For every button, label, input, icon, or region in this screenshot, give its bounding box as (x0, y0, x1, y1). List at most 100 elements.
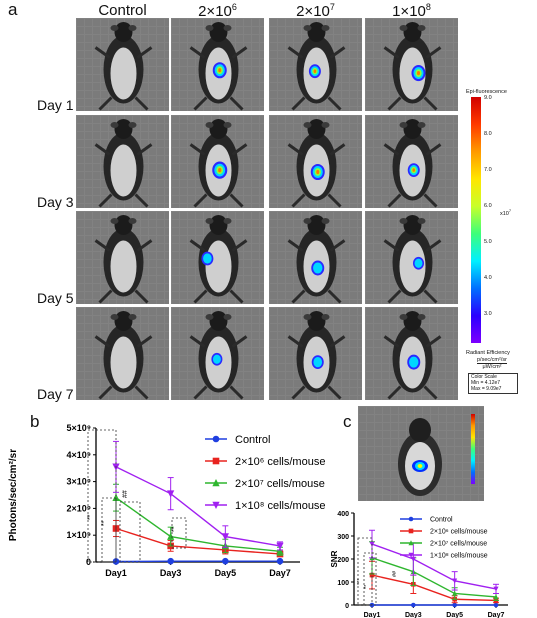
mouse-ear-right (128, 25, 137, 31)
mouse-ear-right (417, 314, 426, 320)
significance-mark-c2: ## (392, 570, 398, 577)
x-tick-label: Day1 (105, 568, 127, 578)
mouse-paw (98, 96, 113, 111)
fluorescence-spot (313, 69, 317, 73)
chart-b: 0 1×10⁹ 2×10⁹ 3×10⁹ 4×10⁹ 5×10⁹ Day1 Day3 Day5 Da… (8, 423, 326, 578)
mouse-paw (287, 143, 304, 156)
mouse-paw (425, 335, 442, 348)
significance-bracket-3 (171, 517, 187, 549)
data-point (112, 493, 120, 501)
mouse-image-r2-c2 (268, 210, 363, 305)
mouse-belly (399, 240, 426, 293)
mouse-paw (327, 96, 342, 111)
y-tick-label: 300 (337, 534, 349, 541)
colorbar-footer-unit: p/sec/cm²/sr μW/cm² (477, 357, 507, 371)
colorbar-tick-6: 3.0 (484, 311, 492, 317)
x-tick-label: Day3 (160, 568, 182, 578)
data-point (408, 516, 414, 522)
mouse-paw (98, 193, 113, 208)
row-header-1: Day 3 (37, 194, 74, 210)
y-tick-label: 3×10⁹ (66, 477, 91, 487)
mouse-ear-right (417, 218, 426, 224)
column-header-2: 2×107 (296, 2, 335, 20)
mouse-paw (425, 46, 442, 59)
mouse-paw (229, 385, 244, 400)
mouse-ear-right (128, 218, 137, 224)
data-point (493, 594, 499, 600)
mouse-paw (229, 289, 244, 304)
mouse-r1-c0 (94, 119, 153, 208)
mouse-paw (94, 143, 111, 156)
snr-colorbar (471, 414, 475, 484)
data-point (493, 602, 499, 608)
mouse-paw (231, 46, 248, 59)
colorbar-tick-3: 6.0 (484, 203, 492, 209)
mouse-r0-c0 (94, 22, 153, 111)
series-3 (112, 440, 284, 551)
mouse-ear-left (303, 122, 312, 128)
mouse-head (209, 215, 228, 235)
data-point (212, 501, 220, 509)
panel-c-letter: c (343, 412, 352, 431)
significance-mark-c1: ** (364, 584, 370, 589)
colorbar-tick-5: 4.0 (484, 275, 492, 281)
x-tick-label: Day1 (364, 612, 381, 618)
mouse-paw (229, 96, 244, 111)
y-axis-label: Photons/sec/cm²/sr (8, 449, 19, 541)
mouse-ear-right (321, 122, 330, 128)
mouse-head (114, 119, 133, 139)
mouse-r0-c2 (287, 22, 346, 111)
column-header-1: 2×106 (198, 2, 237, 20)
mouse-paw (287, 46, 304, 59)
data-point (493, 586, 499, 592)
mouse-ear-left (399, 122, 408, 128)
mouse-paw (189, 46, 206, 59)
mouse-paw (423, 96, 438, 111)
significance-bracket-2 (119, 501, 141, 563)
mouse-head (209, 22, 228, 42)
mouse-image-r3-c0 (75, 306, 170, 401)
panel-a-letter: a (8, 0, 18, 19)
mouse-ear-right (321, 218, 330, 224)
series-line (115, 527, 281, 555)
mouse-image-r1-c1 (170, 114, 265, 209)
legend-label-3: 1×10⁸ cells/mouse (430, 553, 488, 560)
mouse-r2-c1 (189, 215, 248, 304)
y-tick-label: 4×10⁹ (66, 450, 91, 460)
column-header-0: Control (98, 2, 147, 19)
mouse-ear-left (110, 25, 119, 31)
fluorescence-spot (414, 258, 423, 268)
colorbar-footer-title: Radiant Efficiency (466, 350, 510, 356)
mouse-ear-right (128, 314, 137, 320)
data-point (276, 542, 284, 550)
x-tick-label: Day7 (269, 568, 291, 578)
mouse-image-r2-c0 (75, 210, 170, 305)
mouse-paw (287, 335, 304, 348)
mouse-paw (193, 289, 208, 304)
row-header-2: Day 5 (37, 290, 74, 306)
mouse-ear-right (223, 218, 232, 224)
series-line (115, 497, 281, 552)
mouse-image-r3-c1 (170, 306, 265, 401)
mouse-paw (231, 335, 248, 348)
mouse-ear-right (417, 122, 426, 128)
mouse-ear-right (128, 122, 137, 128)
mouse-paw (329, 143, 346, 156)
mouse-paw (383, 239, 400, 252)
fluorescence-spot (313, 357, 323, 368)
data-point (452, 602, 457, 608)
mouse-ear-left (303, 314, 312, 320)
y-tick-label: 2×10⁹ (66, 503, 91, 513)
y-tick-label: 5×10⁹ (66, 423, 91, 433)
mouse-r3-c2 (287, 311, 346, 400)
fluorescence-spot (412, 168, 416, 172)
mouse-image-r0-c1 (170, 17, 265, 112)
mouse-paw (425, 143, 442, 156)
colorbar-tick-0: 9.0 (484, 95, 492, 101)
legend-label-1: 2×10⁶ cells/mouse (235, 456, 325, 468)
y-tick-label: 400 (337, 511, 349, 518)
mouse-head (403, 311, 422, 331)
fluorescence-spot (218, 167, 222, 173)
panel-b-letter: b (30, 412, 40, 431)
row-header-0: Day 1 (37, 97, 74, 113)
